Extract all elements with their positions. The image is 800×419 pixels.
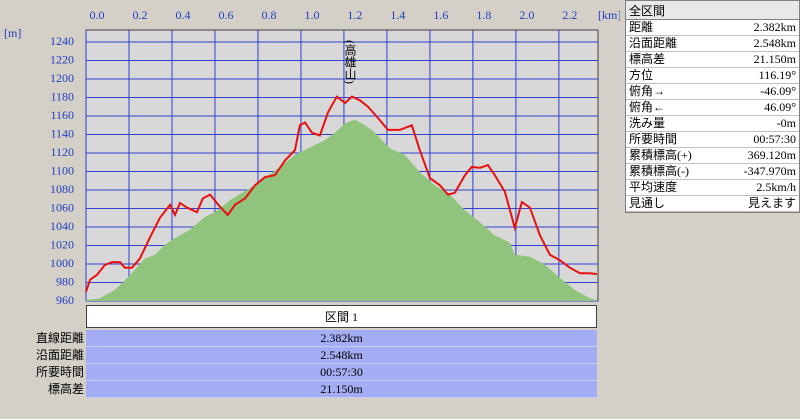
- summary-row: 洗み量 -0m: [626, 116, 799, 132]
- summary-row: 俯角← 46.09°: [626, 100, 799, 116]
- x-tick-label: 1.2: [347, 8, 362, 22]
- summary-label: 距離: [629, 20, 654, 34]
- summary-label: 見通し: [629, 196, 666, 210]
- x-tick-label: 0.4: [175, 8, 190, 22]
- section-label: 直線距離: [35, 331, 84, 345]
- summary-label: 俯角←: [629, 100, 666, 114]
- summary-value: -347.970m: [743, 164, 796, 178]
- section-label: 沿面距離: [35, 348, 84, 362]
- section-row: 標高差 21.150m: [0, 381, 598, 398]
- summary-row: 累積標高(-) -347.970m: [626, 164, 799, 180]
- x-tick-label: 1.4: [390, 8, 405, 22]
- summary-label: 標高差: [629, 52, 666, 66]
- y-tick-label: 1040: [50, 219, 74, 233]
- x-tick-label: 2.0: [519, 8, 534, 22]
- summary-value: -46.09°: [760, 84, 796, 98]
- y-tick-label: 1020: [50, 237, 74, 251]
- section-row: 沿面距離 2.548km: [0, 347, 598, 364]
- section-value: 2.382km: [86, 330, 597, 347]
- y-tick-label: 1060: [50, 200, 74, 214]
- marks: [85, 95, 598, 301]
- y-tick-label: 1200: [50, 71, 74, 85]
- x-tick-label: 0.2: [132, 8, 147, 22]
- summary-label: 累積標高(+): [629, 148, 692, 162]
- x-tick-label: 0.0: [90, 8, 105, 22]
- y-tick-label: 1000: [50, 256, 74, 270]
- summary-row: 所要時間 00:57:30: [626, 132, 799, 148]
- summary-value: 00:57:30: [753, 132, 796, 146]
- summary-row: 見通し 見えます: [626, 196, 799, 212]
- annotation: (高雄山): [343, 40, 357, 84]
- line: [85, 95, 598, 293]
- summary-label: 洗み量: [629, 116, 666, 130]
- summary-row: 平均速度 2.5km/h: [626, 180, 799, 196]
- y-tick-label: 1240: [50, 34, 74, 48]
- x-tick-label: 2.2: [562, 8, 577, 22]
- summary-label: 方位: [629, 68, 654, 82]
- summary-title: 全区間: [626, 1, 799, 20]
- y-tick-label: 1120: [50, 145, 74, 159]
- section-title: 区間 1: [86, 305, 597, 328]
- x-tick-label: 1.0: [304, 8, 319, 22]
- y-tick-label: 1140: [50, 126, 74, 140]
- summary-label: 累積標高(-): [629, 164, 689, 178]
- section-value: 2.548km: [86, 347, 597, 364]
- summary-value: 2.382km: [753, 20, 796, 34]
- y-axis-label: [m]: [4, 26, 21, 40]
- x-axis-label: [km]: [598, 8, 620, 22]
- summary-value: 21.150m: [753, 52, 796, 66]
- summary-value: 116.19°: [758, 68, 796, 82]
- section-value: 21.150m: [86, 381, 597, 398]
- y-tick-label: 1160: [50, 108, 74, 122]
- y-tick-label: 1100: [50, 163, 74, 177]
- chart: [m] [km] (高雄山) 960 980 1000 1020 1040 1060 108…: [4, 8, 620, 305]
- section-label: 所要時間: [35, 365, 84, 379]
- summary-value: 46.09°: [764, 100, 796, 114]
- summary-value: 見えます: [747, 196, 796, 210]
- summary-row: 累積標高(+) 369.120m: [626, 148, 799, 164]
- summary-row: 標高差 21.150m: [626, 52, 799, 68]
- x-tick-label: 1.8: [476, 8, 491, 22]
- y-tick-label: 1220: [50, 52, 74, 66]
- area: [86, 119, 597, 301]
- section-label: 標高差: [47, 382, 84, 396]
- y-tick-label: 980: [56, 274, 74, 288]
- y-tick-label: 1180: [50, 89, 74, 103]
- x-tick-label: 0.6: [218, 8, 233, 22]
- summary-value: 2.5km/h: [756, 180, 796, 194]
- summary-label: 俯角→: [629, 84, 666, 98]
- summary-label: 平均速度: [629, 180, 678, 194]
- y-tick-label: 1080: [50, 182, 74, 196]
- summary-row: 方位 116.19°: [626, 68, 799, 84]
- section-value: 00:57:30: [86, 364, 597, 381]
- y-tick-label: 960: [56, 293, 74, 305]
- summary-row: 沿面距離 2.548km: [626, 36, 799, 52]
- section-row: 所要時間 00:57:30: [0, 364, 598, 381]
- section-row: 直線距離 2.382km: [0, 330, 598, 347]
- x-tick-label: 0.8: [261, 8, 276, 22]
- summary-panel: 全区間 距離 2.382km 沿面距離 2.548km 標高差 21.150m 方位 116.…: [625, 0, 800, 213]
- summary-row: 俯角→ -46.09°: [626, 84, 799, 100]
- summary-value: -0m: [776, 116, 796, 130]
- summary-row: 距離 2.382km: [626, 20, 799, 36]
- summary-value: 2.548km: [753, 36, 796, 50]
- summary-label: 沿面距離: [629, 36, 678, 50]
- summary-label: 所要時間: [629, 132, 678, 146]
- summary-value: 369.120m: [747, 148, 796, 162]
- x-tick-label: 1.6: [433, 8, 448, 22]
